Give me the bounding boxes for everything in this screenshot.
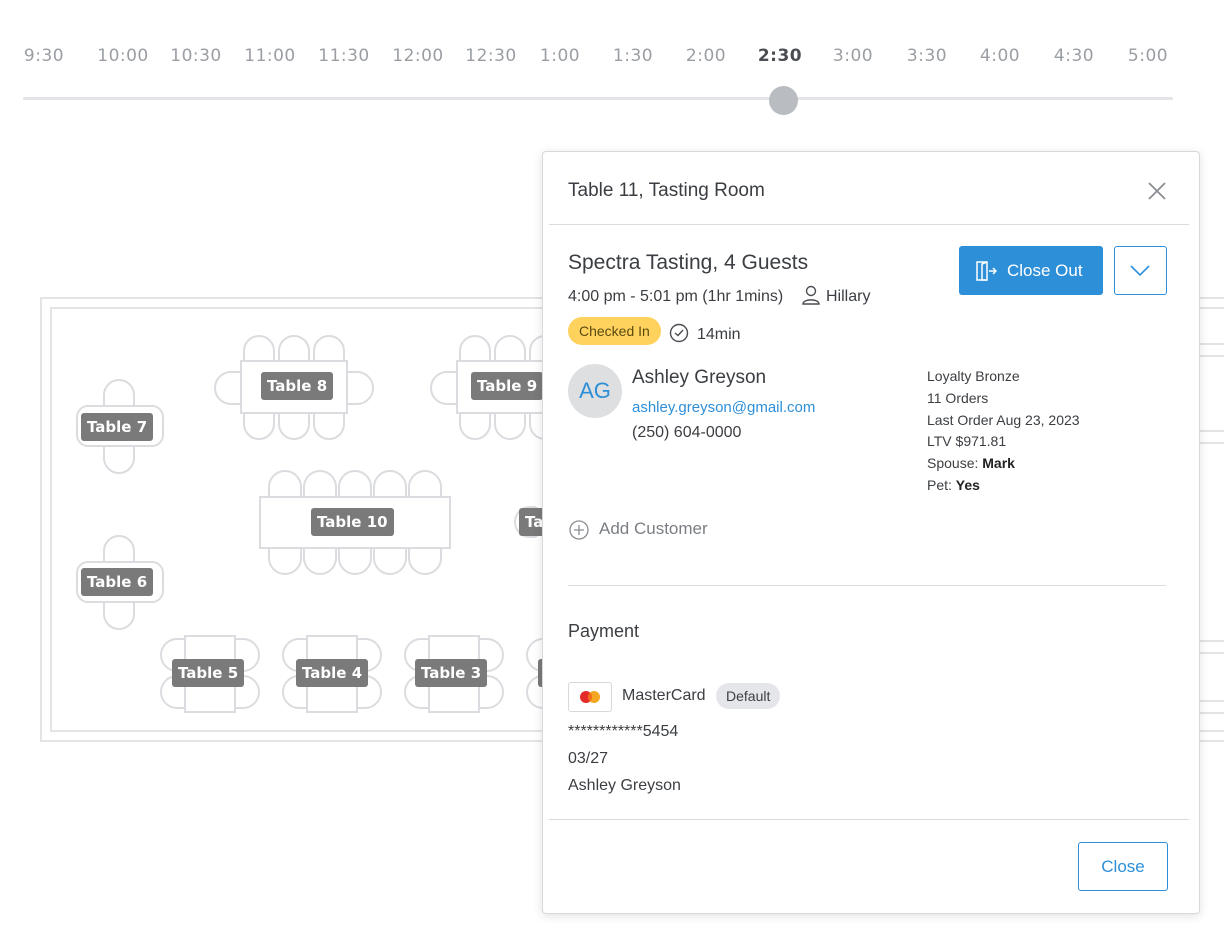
elapsed-time: 14min <box>697 326 741 343</box>
wall-segment <box>1198 640 1224 654</box>
section-divider <box>568 585 1166 586</box>
card-brand: MasterCard <box>622 687 706 704</box>
chair <box>103 379 135 409</box>
lifetime-value: LTV $971.81 <box>927 433 1007 450</box>
time-label[interactable]: 3:00 <box>832 46 874 66</box>
reservation-time: 4:00 pm - 5:01 pm (1hr 1mins) <box>568 288 784 305</box>
time-label[interactable]: 10:00 <box>97 46 149 66</box>
time-label[interactable]: 1:30 <box>612 46 654 66</box>
pet-row: Pet: Yes <box>927 475 1080 497</box>
timeline-labels: 9:30 10:00 10:30 11:00 11:30 12:00 12:30… <box>0 46 1224 70</box>
last-order: Last Order Aug 23, 2023 <box>927 411 1080 428</box>
table-label: Table 10 <box>311 508 394 536</box>
time-label[interactable]: 4:30 <box>1053 46 1095 66</box>
wall-segment <box>1198 700 1224 714</box>
actions-dropdown-button[interactable] <box>1114 246 1167 295</box>
plus-circle-icon <box>569 520 589 540</box>
spouse-row: Spouse: Mark <box>927 453 1080 475</box>
table-label: Table 5 <box>172 659 245 687</box>
card-holder: Ashley Greyson <box>568 777 681 794</box>
card-number: ************5454 <box>568 723 679 740</box>
door-exit-icon <box>975 260 998 282</box>
chair <box>278 410 310 440</box>
close-out-button[interactable]: Close Out <box>959 246 1103 295</box>
spouse-label: Spouse: <box>927 455 979 472</box>
status-badge: Checked In <box>568 317 661 345</box>
time-label[interactable]: 12:00 <box>392 46 444 66</box>
chair <box>459 410 491 440</box>
time-label[interactable]: 9:30 <box>23 46 65 66</box>
clock-icon <box>669 323 689 343</box>
time-label[interactable]: 5:00 <box>1127 46 1169 66</box>
modal-title: Table 11, Tasting Room <box>568 180 765 201</box>
time-label[interactable]: 4:00 <box>979 46 1021 66</box>
time-label[interactable]: 2:00 <box>685 46 727 66</box>
add-customer-label: Add Customer <box>599 519 708 538</box>
chair <box>313 410 345 440</box>
mastercard-icon <box>568 682 612 712</box>
avatar: AG <box>568 364 622 418</box>
pet-value: Yes <box>955 476 980 493</box>
header-divider <box>549 224 1189 225</box>
reservation-title: Spectra Tasting, 4 Guests <box>568 251 809 274</box>
time-label[interactable]: 3:30 <box>906 46 948 66</box>
time-label[interactable]: 12:30 <box>465 46 517 66</box>
chevron-down-icon <box>1130 265 1150 277</box>
time-label-selected[interactable]: 2:30 <box>757 46 803 66</box>
card-expiry: 03/27 <box>568 750 609 767</box>
chair <box>103 444 135 474</box>
footer-divider <box>549 819 1189 820</box>
chair <box>430 371 460 405</box>
customer-phone: (250) 604-0000 <box>632 424 742 441</box>
close-out-label: Close Out <box>1007 261 1083 280</box>
default-badge: Default <box>716 683 781 709</box>
close-button[interactable]: Close <box>1078 842 1168 891</box>
time-label[interactable]: 11:00 <box>244 46 296 66</box>
pet-label: Pet: <box>927 476 952 493</box>
table-label: Table 3 <box>415 659 488 687</box>
customer-stats: Loyalty Bronze 11 Orders Last Order Aug … <box>927 366 1080 497</box>
table-details-modal: Table 11, Tasting Room Spectra Tasting, … <box>542 151 1200 914</box>
customer-name: Ashley Greyson <box>632 367 767 388</box>
time-label[interactable]: 10:30 <box>170 46 222 66</box>
table-label: Table 7 <box>81 413 154 441</box>
wall-segment <box>1198 343 1224 357</box>
loyalty-tier: Loyalty Bronze <box>927 368 1020 384</box>
timeline-track[interactable] <box>23 97 1173 100</box>
time-label[interactable]: 11:30 <box>318 46 370 66</box>
time-label[interactable]: 1:00 <box>539 46 581 66</box>
table-label: Table 8 <box>261 372 334 400</box>
table-label: Table 6 <box>81 568 154 596</box>
table-label: Table 4 <box>296 659 369 687</box>
spouse-value: Mark <box>982 455 1015 472</box>
close-icon[interactable] <box>1144 178 1170 204</box>
reservation-host: Hillary <box>826 288 871 305</box>
customer-email-link[interactable]: ashley.greyson@gmail.com <box>632 399 816 416</box>
chair <box>408 470 442 500</box>
wall-segment <box>1198 430 1224 444</box>
person-icon <box>801 285 821 305</box>
timeline-slider-handle[interactable] <box>769 86 798 115</box>
table-label: Table 9 <box>471 372 544 400</box>
payment-title: Payment <box>568 621 640 641</box>
order-count: 11 Orders <box>927 389 989 406</box>
